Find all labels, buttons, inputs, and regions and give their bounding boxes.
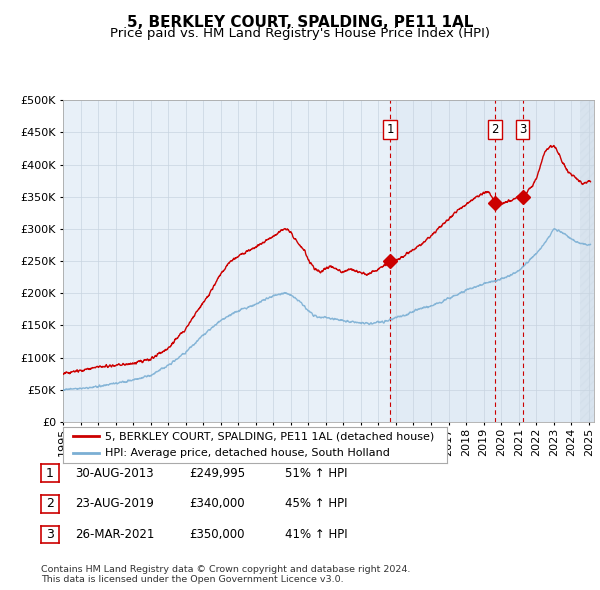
Text: £350,000: £350,000 xyxy=(189,528,245,541)
Text: £249,995: £249,995 xyxy=(189,467,245,480)
Text: 45% ↑ HPI: 45% ↑ HPI xyxy=(285,497,347,510)
Text: 5, BERKLEY COURT, SPALDING, PE11 1AL: 5, BERKLEY COURT, SPALDING, PE11 1AL xyxy=(127,15,473,30)
Text: 41% ↑ HPI: 41% ↑ HPI xyxy=(285,528,347,541)
Text: 1: 1 xyxy=(46,467,54,480)
Text: 51% ↑ HPI: 51% ↑ HPI xyxy=(285,467,347,480)
Bar xyxy=(580,100,600,422)
Text: Price paid vs. HM Land Registry's House Price Index (HPI): Price paid vs. HM Land Registry's House … xyxy=(110,27,490,40)
Text: 5, BERKLEY COURT, SPALDING, PE11 1AL (detached house): 5, BERKLEY COURT, SPALDING, PE11 1AL (de… xyxy=(105,431,434,441)
Text: Contains HM Land Registry data © Crown copyright and database right 2024.: Contains HM Land Registry data © Crown c… xyxy=(41,565,410,574)
Text: 3: 3 xyxy=(519,123,526,136)
Text: 2: 2 xyxy=(46,497,54,510)
Text: 1: 1 xyxy=(386,123,394,136)
Bar xyxy=(390,100,600,422)
Text: This data is licensed under the Open Government Licence v3.0.: This data is licensed under the Open Gov… xyxy=(41,575,343,584)
Text: 3: 3 xyxy=(46,528,54,541)
Text: 30-AUG-2013: 30-AUG-2013 xyxy=(75,467,154,480)
Text: 26-MAR-2021: 26-MAR-2021 xyxy=(75,528,154,541)
Text: 2: 2 xyxy=(491,123,499,136)
Text: 23-AUG-2019: 23-AUG-2019 xyxy=(75,497,154,510)
Text: £340,000: £340,000 xyxy=(189,497,245,510)
Text: HPI: Average price, detached house, South Holland: HPI: Average price, detached house, Sout… xyxy=(105,448,390,458)
